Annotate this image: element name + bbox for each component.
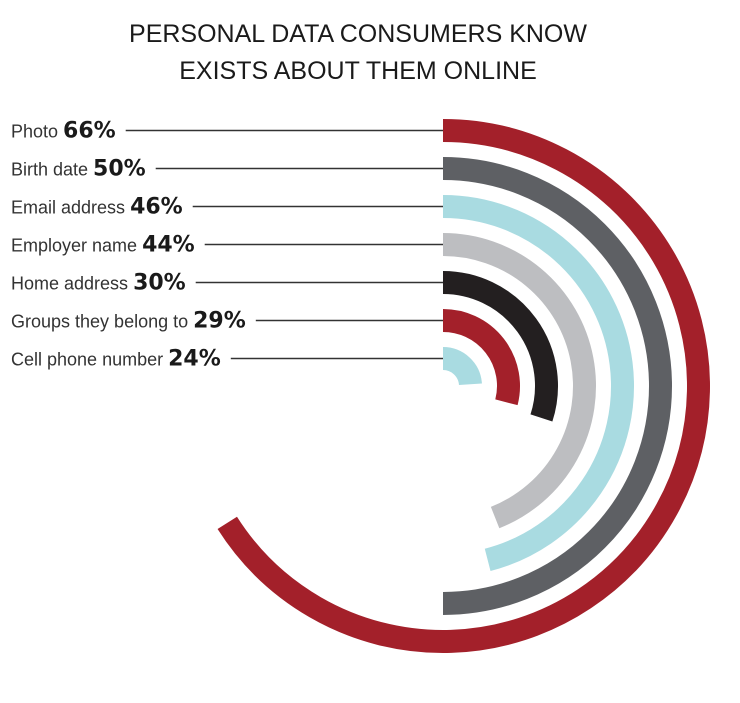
value-label-photo: 66% <box>63 119 116 144</box>
value-label-birth-date: 50% <box>93 157 146 182</box>
label-home-address: Home address 30% <box>11 271 186 296</box>
chart-title-line-2: EXISTS ABOUT THEM ONLINE <box>179 57 537 85</box>
arc-home-address <box>442 271 558 422</box>
label-cell-phone-number: Cell phone number 24% <box>11 347 221 372</box>
value-label-cell-phone-number: 24% <box>168 347 221 372</box>
arc-groups-they-belong-to <box>442 309 520 406</box>
arc-email-address <box>442 195 634 571</box>
category-label-photo: Photo <box>11 122 63 142</box>
value-label-email-address: 46% <box>130 195 183 220</box>
label-groups-they-belong-to: Groups they belong to 29% <box>11 309 246 334</box>
value-label-home-address: 30% <box>133 271 186 296</box>
arc-employer-name <box>442 233 596 529</box>
value-label-employer-name: 44% <box>142 233 195 258</box>
chart-title-line-1: PERSONAL DATA CONSUMERS KNOW <box>129 20 587 48</box>
category-label-cell-phone-number: Cell phone number <box>11 350 168 370</box>
category-label-home-address: Home address <box>11 274 133 294</box>
category-label-groups-they-belong-to: Groups they belong to <box>11 312 193 332</box>
label-email-address: Email address 46% <box>11 195 183 220</box>
label-birth-date: Birth date 50% <box>11 157 146 182</box>
arc-photo <box>217 119 710 653</box>
arc-birth-date <box>442 157 672 615</box>
value-label-groups-they-belong-to: 29% <box>193 309 246 334</box>
category-label-employer-name: Employer name <box>11 236 142 256</box>
arc-group <box>217 119 710 653</box>
label-employer-name: Employer name 44% <box>11 233 195 258</box>
label-group: Photo 66% Birth date 50% Email address 46%… <box>11 119 443 372</box>
category-label-birth-date: Birth date <box>11 160 93 180</box>
category-label-email-address: Email address <box>11 198 130 218</box>
label-photo: Photo 66% <box>11 119 116 144</box>
arc-cell-phone-number <box>442 347 482 386</box>
